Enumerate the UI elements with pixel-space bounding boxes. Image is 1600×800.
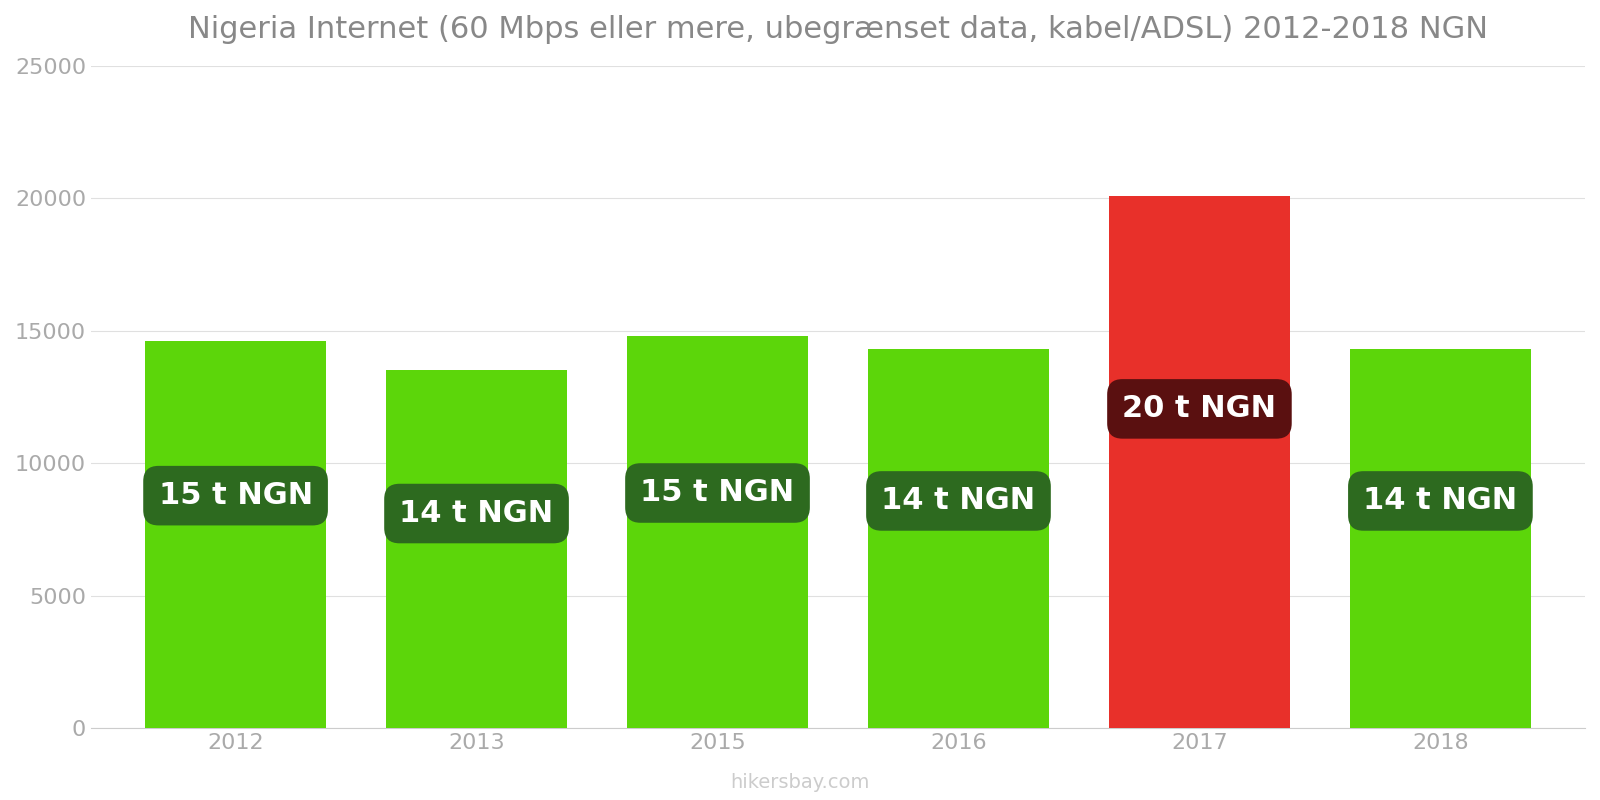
- Text: 20 t NGN: 20 t NGN: [1123, 394, 1277, 423]
- Text: 14 t NGN: 14 t NGN: [1363, 486, 1517, 515]
- Bar: [627, 336, 808, 728]
- Bar: [1350, 350, 1531, 728]
- Title: Nigeria Internet (60 Mbps eller mere, ubegrænset data, kabel/ADSL) 2012-2018 NGN: Nigeria Internet (60 Mbps eller mere, ub…: [187, 15, 1488, 44]
- Bar: [869, 350, 1050, 728]
- Bar: [1109, 196, 1290, 728]
- Text: 14 t NGN: 14 t NGN: [400, 499, 554, 528]
- Bar: [146, 341, 326, 728]
- Text: 14 t NGN: 14 t NGN: [882, 486, 1035, 515]
- Text: 15 t NGN: 15 t NGN: [158, 481, 312, 510]
- Text: hikersbay.com: hikersbay.com: [730, 773, 870, 792]
- Bar: [386, 370, 566, 728]
- Text: 15 t NGN: 15 t NGN: [640, 478, 795, 507]
